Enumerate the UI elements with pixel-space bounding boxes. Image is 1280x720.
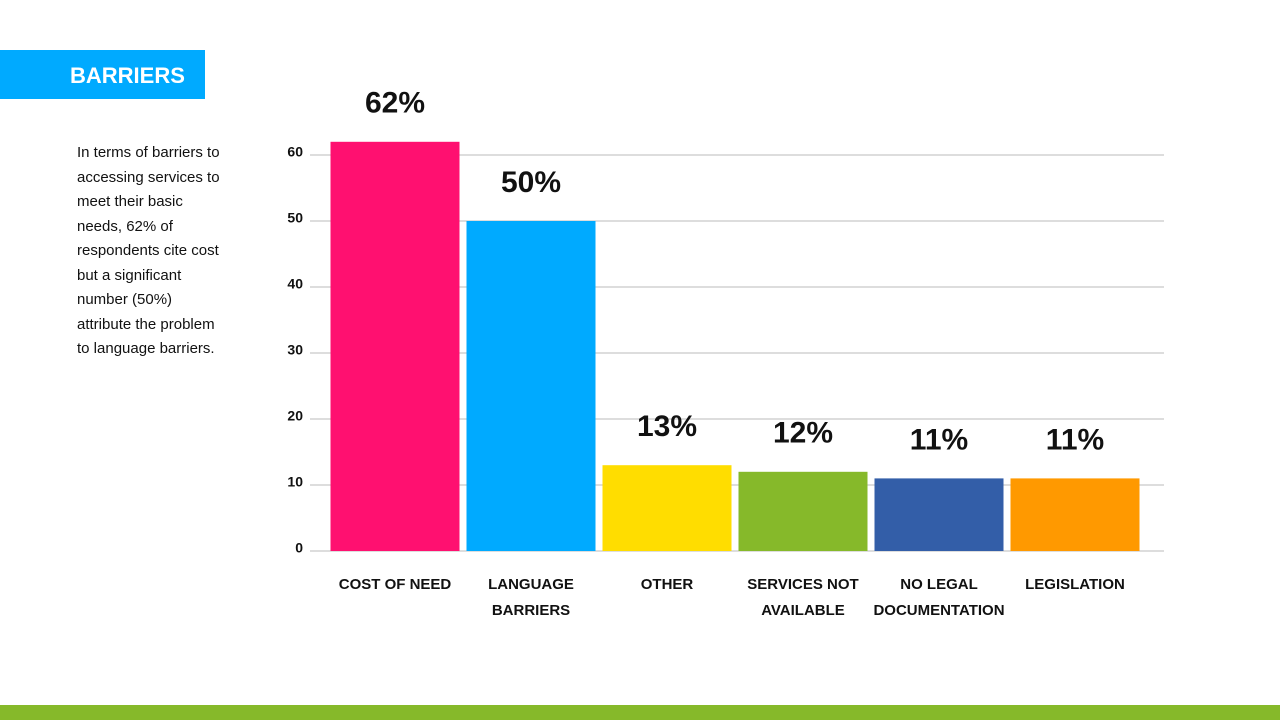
x-tick-label: NO LEGAL DOCUMENTATION (873, 576, 1005, 619)
title-box (0, 50, 205, 99)
x-tick-label: LANGUAGE BARRIERS (488, 576, 574, 619)
x-tick-label: SERVICES NOT AVAILABLE (747, 576, 859, 619)
data-label: 62% (365, 87, 425, 120)
bar (874, 478, 1004, 551)
x-tick-label: COST OF NEED (338, 576, 452, 593)
bar (602, 465, 732, 551)
footer-bar (0, 705, 1280, 720)
y-tick-label: 0 (295, 540, 303, 556)
bar (466, 221, 596, 551)
data-label: 50% (501, 166, 561, 199)
y-tick-label: 60 (287, 144, 303, 160)
description: In terms of barriers to accessing servic… (77, 144, 220, 357)
y-tick-label: 20 (287, 408, 303, 424)
data-label: 11% (910, 423, 968, 456)
data-label: 13% (637, 410, 697, 443)
y-tick-label: 50 (287, 210, 303, 226)
y-tick-label: 40 (287, 276, 303, 292)
data-label: 12% (773, 417, 833, 450)
bar (330, 141, 460, 552)
data-label: 11% (1046, 423, 1104, 456)
bar (1010, 478, 1140, 551)
x-tick-label: LEGISLATION (1025, 576, 1125, 593)
y-tick-label: 30 (287, 342, 303, 358)
bar (738, 471, 868, 551)
slide-title: BARRIERS (70, 63, 185, 88)
x-tick-label: OTHER (640, 576, 694, 593)
y-tick-label: 10 (287, 474, 303, 490)
